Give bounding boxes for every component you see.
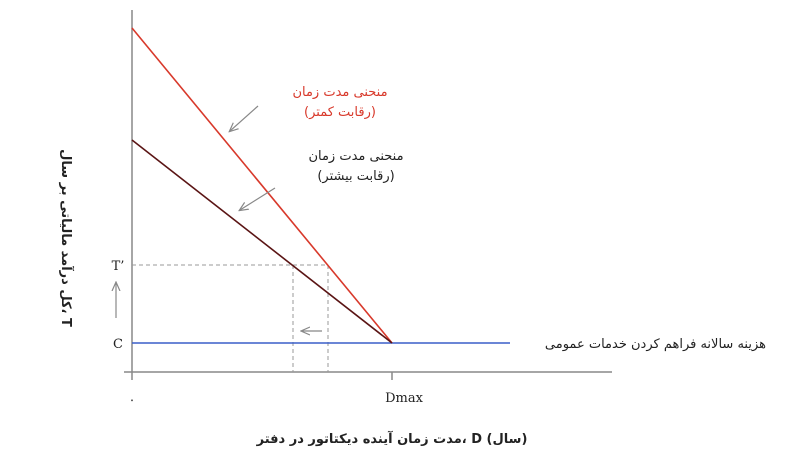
x-tick-origin: ۰ [129,393,136,408]
curve-less-competition [131,27,393,344]
y-tick-c: C [113,337,123,352]
curve-more-competition-label-line1: منحنی مدت زمان [308,149,403,164]
x-axis-title: مدت زمان آینده دیکتاتور در دفتر، D (سال) [256,430,528,447]
curve-more-competition-label-line2: (رقابت بیشتر) [317,169,394,184]
arrow-to-more-competition-icon [240,187,276,210]
arrow-to-less-competition-icon [230,105,259,131]
curve-less-competition-label-line1: منحنی مدت زمان [292,85,387,100]
y-axis-title: کل درآمد مالیاتی بر سال، T [58,149,75,327]
curve-more-competition [131,139,393,344]
x-tick-dmax: Dmax [385,391,424,406]
curve-less-competition-label-line2: (رقابت کمتر) [304,105,376,120]
y-tick-t-prime: T’ [112,259,125,274]
cost-line-label: هزینه سالانه فراهم کردن خدمات عمومی [545,337,766,352]
